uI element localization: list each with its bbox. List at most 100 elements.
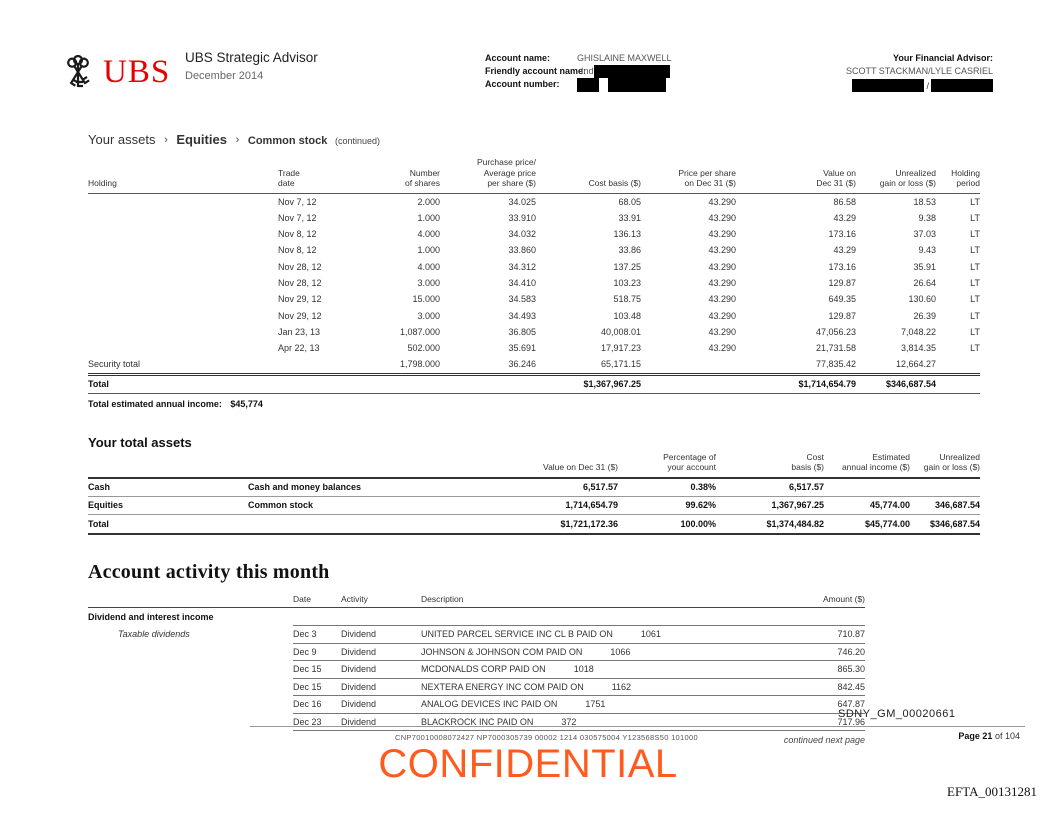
cell-value: 129.87 (828, 310, 856, 321)
table-row: Dec 15 Dividend NEXTERA ENERGY INC COM P… (88, 677, 865, 697)
annual-income-line: Total estimated annual income: $45,774 (88, 399, 980, 409)
ubs-keys-icon (67, 54, 90, 88)
account-name-value: GHISLAINE MAXWELL (577, 53, 672, 63)
table-row: Cash Cash and money balances 6,517.57 0.… (88, 477, 980, 497)
confidential-stamp: CONFIDENTIAL (378, 742, 678, 786)
redaction-box (931, 79, 993, 92)
cell-unrealized: 9.38 (918, 212, 936, 223)
cell-value: 77,835.42 (736, 356, 856, 376)
breadcrumb-continued: (continued) (334, 136, 380, 146)
cell-value: 1,714,654.79 (453, 496, 618, 515)
cell-unrealized: 7,048.22 (900, 326, 936, 337)
cell-description: JOHNSON & JOHNSON COM PAID ON 1066 (421, 642, 751, 662)
cell-period: LT (970, 277, 980, 288)
cell-value: 47,056.23 (815, 326, 856, 337)
breadcrumb-common-stock: Common stock (247, 135, 328, 147)
col-trade-date: Trade date (278, 157, 378, 194)
cell-description: ANALOG DEVICES INC PAID ON 1751 (421, 695, 751, 714)
cell-date: Dec 23 (293, 712, 341, 732)
col-activity: Activity (341, 593, 421, 609)
account-number-row: Account number: (485, 78, 672, 92)
cell-unrealized: $346,687.54 (910, 514, 980, 535)
bates-stamp-efta: EFTA_00131281 (947, 784, 1037, 799)
table-row: Nov 7, 12 2.000 34.025 68.05 43.290 86.58 18.5… (88, 193, 980, 210)
redaction-box (608, 78, 666, 92)
cell-p31: 43.290 (708, 261, 736, 272)
table-row: Jan 23, 13 1,087.000 36.805 40,008.01 43.290… (88, 324, 980, 340)
cell-description: BLACKROCK INC PAID ON 372 (421, 712, 751, 732)
cell-date: Apr 22, 13 (278, 343, 320, 354)
cell-date: Dec 16 (293, 695, 341, 714)
cell-period: LT (970, 326, 980, 337)
cell-p31: 43.290 (708, 343, 736, 354)
table-row: Apr 22, 13 502.000 35.691 17,917.23 43.290 21… (88, 340, 980, 356)
cell-shares: 4.000 (417, 229, 440, 240)
cell-value: 86.58 (833, 196, 856, 207)
cell-shares: 3.000 (417, 310, 440, 321)
breadcrumb-equities: Equities (176, 132, 227, 147)
ubs-logo: UBS (57, 52, 170, 92)
cell-period: LT (970, 294, 980, 305)
cell-cost: $1,374,484.82 (716, 514, 824, 535)
cell-unrealized: 9.43 (918, 245, 936, 256)
redaction-box (593, 65, 670, 78)
content-area: Your assets › Equities › Common stock (c… (88, 132, 980, 745)
breadcrumb-separator: › (235, 134, 240, 146)
cell-price: 33.860 (508, 245, 536, 256)
cell-subcategory: Common stock (248, 496, 453, 515)
activity-group-row: Dividend and interest income (88, 608, 865, 626)
description-qty: 1061 (640, 629, 661, 640)
table-row: Nov 8, 12 1.000 33.860 33.86 43.290 43.29 9.43… (88, 242, 980, 258)
cell-value: 649.35 (828, 294, 856, 305)
col-value-dec31: Value on Dec 31 ($) (453, 451, 618, 479)
cell-cost: 33.86 (618, 245, 641, 256)
cell-value: 173.16 (828, 229, 856, 240)
cell-description: NEXTERA ENERGY INC COM PAID ON 1162 (421, 677, 751, 697)
friendly-name-label: Friendly account name: (485, 66, 587, 76)
cell-unrealized: 346,687.54 (910, 496, 980, 515)
cell-p31: 43.290 (708, 245, 736, 256)
breadcrumb-your-assets: Your assets (88, 132, 156, 147)
description-qty: 1066 (610, 646, 631, 657)
cell-activity: Dividend (341, 642, 421, 662)
cell-description: MCDONALDS CORP PAID ON 1018 (421, 660, 751, 679)
cell-period: LT (970, 229, 980, 240)
account-info-block: Account name: GHISLAINE MAXWELL Friendly… (485, 52, 672, 92)
cell-cost: 33.91 (618, 212, 641, 223)
col-unrealized: Unrealized gain or loss ($) (856, 157, 936, 194)
cell-cost: 65,171.15 (536, 356, 641, 376)
col-shares: Number of shares (378, 157, 440, 194)
cell-activity: Dividend (341, 677, 421, 697)
col-holding: Holding (88, 157, 278, 194)
cell-cost: 17,917.23 (600, 343, 641, 354)
statement-period: December 2014 (185, 70, 264, 82)
activity-header-row: Date Activity Description Amount ($) (88, 593, 865, 609)
cell-unrealized (910, 477, 980, 497)
col-value: Value on Dec 31 ($) (736, 157, 856, 194)
description-text: MCDONALDS CORP PAID ON (421, 664, 546, 675)
footer-divider (250, 726, 1025, 727)
page-label: Page (958, 731, 980, 741)
cell-date: Nov 7, 12 (278, 196, 317, 207)
table-row: Nov 8, 12 4.000 34.032 136.13 43.290 173.16 37… (88, 226, 980, 242)
description-qty: 1751 (585, 699, 606, 710)
cell-unrealized: 3,814.35 (900, 343, 936, 354)
friendly-name-value: Ind (581, 66, 594, 76)
redaction-box (577, 78, 599, 92)
ubs-wordmark: UBS (103, 53, 171, 90)
table-row: Nov 29, 12 15.000 34.583 518.75 43.290 649.35… (88, 291, 980, 307)
cell-date: Nov 29, 12 (278, 310, 322, 321)
cell-unrealized: 18.53 (913, 196, 936, 207)
breadcrumb: Your assets › Equities › Common stock (c… (88, 132, 980, 147)
table-row: Dec 23 Dividend BLACKROCK INC PAID ON 372… (88, 712, 865, 732)
advisor-block: Your Financial Advisor: SCOTT STACKMAN/L… (846, 52, 993, 92)
table-row: Dec 16 Dividend ANALOG DEVICES INC PAID … (88, 695, 865, 714)
cell-shares: 15.000 (412, 294, 440, 305)
cell-cost: 1,367,967.25 (716, 496, 824, 515)
description-text: ANALOG DEVICES INC PAID ON (421, 699, 558, 710)
cell-shares: 2.000 (417, 196, 440, 207)
col-cost-basis: Cost basis ($) (716, 451, 824, 479)
cell-price: 36.246 (440, 356, 536, 376)
cell-category: Equities (88, 496, 248, 515)
